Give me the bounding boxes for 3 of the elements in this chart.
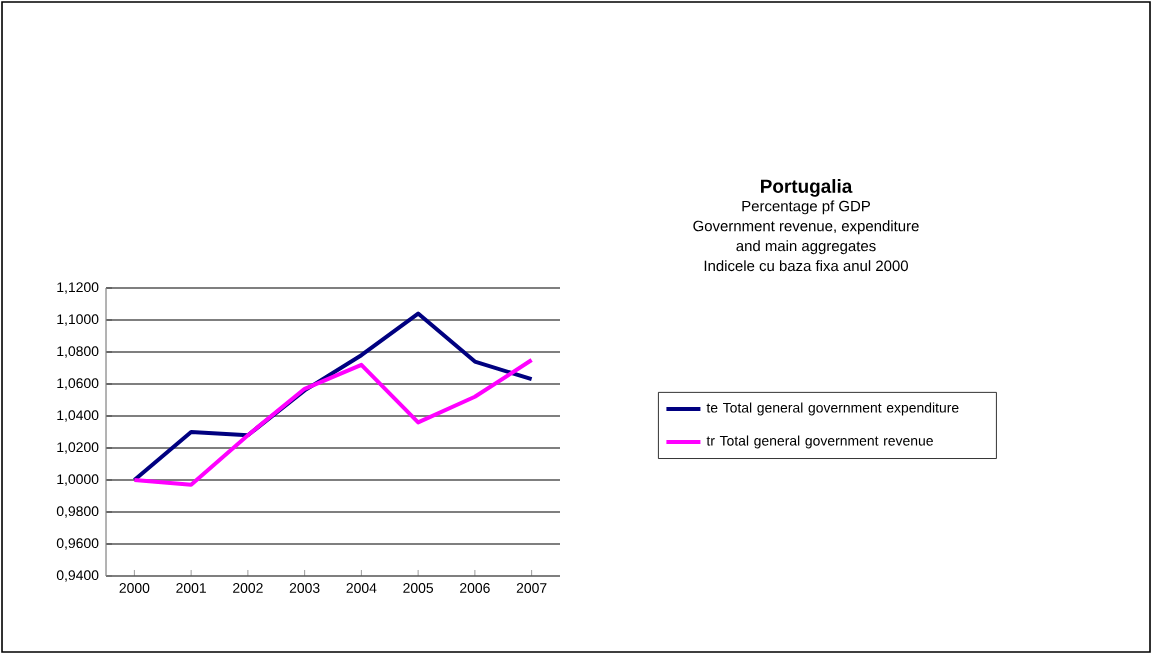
text: Portugalia bbox=[761, 179, 853, 197]
line-series bbox=[132, 358, 534, 487]
line-series bbox=[132, 311, 534, 482]
